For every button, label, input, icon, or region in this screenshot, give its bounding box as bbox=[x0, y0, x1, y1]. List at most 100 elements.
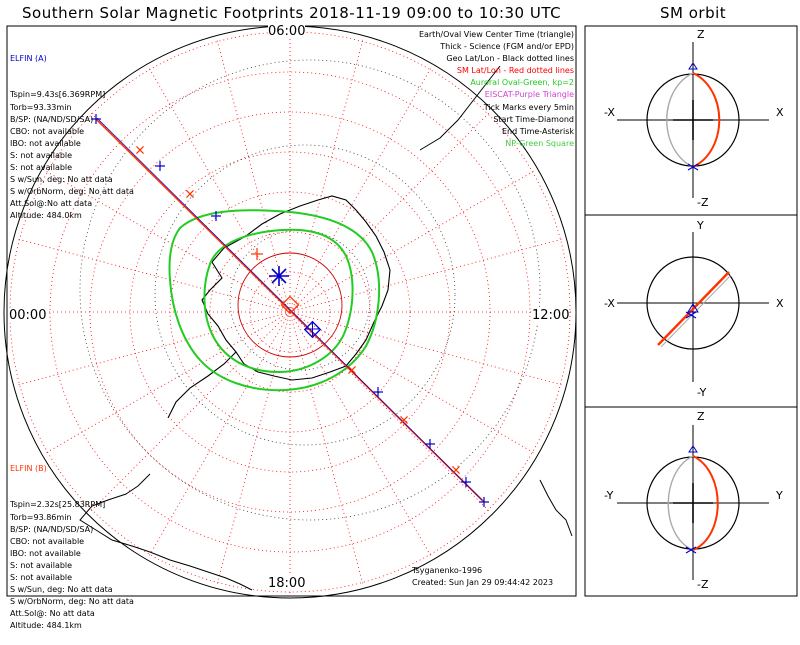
tick-mark-icon bbox=[479, 497, 489, 507]
tick-mark-icon bbox=[136, 146, 144, 154]
sm-longitude-line bbox=[289, 110, 492, 313]
orbit-trace-b bbox=[660, 274, 732, 348]
elfin-a-info-line: Torb=93.33min bbox=[10, 102, 72, 112]
elfin-a-info-line: Altitude: 484.0km bbox=[10, 211, 82, 221]
orbit-trace-b bbox=[666, 72, 694, 168]
elfin-a-info-line: B/SP: (NA/ND/SD/SA) bbox=[10, 114, 94, 124]
clock-label-bottom: 18:00 bbox=[268, 576, 306, 591]
tick-mark-icon bbox=[348, 366, 356, 374]
antarctica-coastline bbox=[201, 195, 391, 381]
tick-mark-icon bbox=[452, 466, 460, 474]
main-title: Southern Solar Magnetic Footprints 2018-… bbox=[22, 4, 562, 22]
legend-entry: Thick - Science (FGM and/or EPD) bbox=[440, 42, 574, 52]
legend: Earth/Oval View Center Time (triangle) Th… bbox=[419, 29, 574, 150]
elfin-a-info-line: CBO: not available bbox=[10, 126, 85, 136]
sm-longitude-line bbox=[216, 37, 291, 313]
sm-longitude-line bbox=[289, 238, 565, 313]
polar-map bbox=[3, 25, 577, 599]
view-triangle-icon bbox=[687, 303, 699, 313]
legend-entry: EISCAT-Purple Triangle bbox=[484, 90, 574, 100]
tick-mark-icon bbox=[461, 477, 471, 487]
orbit-1-bottom-label: -Z bbox=[697, 196, 709, 209]
orbit-trace-a bbox=[692, 72, 721, 168]
orbit-3-right-label: Y bbox=[776, 489, 783, 502]
sm-grid bbox=[6, 28, 574, 596]
legend-entry: Earth/Oval View Center Time (triangle) bbox=[418, 30, 574, 39]
africa-coastline bbox=[419, 65, 501, 151]
auroral-oval-outer bbox=[168, 209, 381, 392]
orbit-trace-b bbox=[667, 455, 694, 551]
elfin-a-info-line: Att.Sol@:No att data bbox=[10, 199, 93, 209]
tick-mark-icon bbox=[373, 387, 383, 397]
legend-entry: Auroral Oval-Green, kp=2 bbox=[470, 78, 574, 88]
orbit-frame bbox=[584, 25, 798, 597]
elfin-a-ticks bbox=[91, 114, 489, 507]
orbit-trace-a bbox=[692, 455, 719, 551]
sm-longitude-line bbox=[15, 238, 291, 313]
elfin-b-info-line: IBO: not available bbox=[10, 548, 81, 558]
end-asterisk-icon bbox=[685, 311, 697, 319]
tick-mark-icon bbox=[425, 439, 435, 449]
orbit-2-left-label: -X bbox=[604, 297, 615, 310]
start-diamond-icon bbox=[280, 295, 300, 315]
sm-longitude-line bbox=[289, 311, 433, 559]
elfin-b-info: ELFIN (B) Tspin=2.32s[25.83RPM] Torb=93.8… bbox=[10, 439, 134, 645]
orbit-3-left-label: -Y bbox=[604, 489, 614, 502]
view-triangle-icon bbox=[688, 62, 698, 70]
geo-grid bbox=[79, 59, 541, 521]
elfin-a-track bbox=[96, 117, 483, 501]
sm-latitude-circle bbox=[237, 252, 343, 358]
sm-longitude-line bbox=[43, 311, 291, 455]
tick-mark-icon bbox=[211, 211, 221, 221]
footprint-figure bbox=[3, 25, 798, 599]
elfin-b-ticks bbox=[136, 146, 460, 474]
elfin-b-info-line: Tspin=2.32s[25.83RPM] bbox=[10, 500, 106, 510]
orbit-2-top-label: Y bbox=[697, 219, 704, 232]
australia-coastline bbox=[539, 479, 573, 537]
antarctic-peninsula-coastline bbox=[167, 351, 237, 419]
orbit-1-top-label: Z bbox=[697, 28, 705, 41]
sm-longitude-line bbox=[289, 311, 364, 587]
elfin-b-info-line: S w/Sun, deg: No att data bbox=[10, 585, 113, 595]
tick-mark-icon bbox=[91, 114, 101, 124]
sm-longitude-line bbox=[15, 311, 291, 386]
elfin-b-info-line: S: not available bbox=[10, 560, 73, 570]
tick-mark-icon bbox=[186, 190, 194, 198]
elfin-b-info-line: CBO: not available bbox=[10, 536, 85, 546]
legend-entry: Tick Marks every 5min bbox=[483, 102, 574, 112]
sm-longitude-line bbox=[289, 311, 537, 455]
orbit-2-bottom-label: -Y bbox=[697, 386, 707, 399]
created-label: Created: Sun Jan 29 09:44:42 2023 bbox=[412, 578, 554, 587]
elfin-b-info-line: Att.Sol@: No att data bbox=[10, 609, 95, 619]
south-america-coastline bbox=[79, 473, 253, 591]
sm-longitude-line bbox=[216, 311, 291, 587]
end-asterisk-icon bbox=[687, 163, 699, 171]
clock-label-left: 00:00 bbox=[9, 308, 47, 323]
legend-entry: Geo Lat/Lon - Black dotted lines bbox=[446, 54, 574, 64]
sm-longitude-line bbox=[289, 37, 364, 313]
legend-entry: End Time-Asterisk bbox=[501, 126, 574, 136]
sm-longitude-line bbox=[43, 169, 291, 313]
auroral-oval-inner bbox=[203, 228, 354, 374]
orbit-3-top-label: Z bbox=[697, 410, 705, 423]
elfin-b-info-line: Altitude: 484.1km bbox=[10, 621, 82, 631]
elfin-a-info-line: S: not available bbox=[10, 163, 73, 173]
orbit-1-right-label: X bbox=[776, 106, 784, 119]
elfin-a-info-line: S w/Sun, deg: No att data bbox=[10, 175, 113, 185]
elfin-b-name: ELFIN (B) bbox=[10, 464, 47, 474]
elfin-a-info-line: Tspin=9.43s[6.369RPM] bbox=[10, 90, 106, 100]
orbit-1-left-label: -X bbox=[604, 106, 615, 119]
legend-entry: SM Lat/Lon - Red dotted lines bbox=[456, 66, 574, 76]
legend-entry: Start Time-Diamond bbox=[493, 114, 574, 124]
clock-label-right: 12:00 bbox=[532, 308, 570, 323]
elfin-a-info: ELFIN (A) Tspin=9.43s[6.369RPM] Torb=93.3… bbox=[10, 29, 134, 235]
orbit-panel-xz bbox=[617, 42, 769, 198]
start-diamond-icon bbox=[303, 320, 322, 339]
tick-mark-icon bbox=[400, 416, 408, 424]
elfin-b-info-line: S w/OrbNorm, deg: No att data bbox=[10, 597, 134, 607]
legend-entry: NP-Green Square bbox=[505, 138, 574, 148]
sm-longitude-line bbox=[289, 311, 565, 386]
sm-longitude-line bbox=[289, 65, 433, 313]
sm-longitude-line bbox=[88, 311, 291, 514]
tick-mark-icon bbox=[155, 161, 165, 171]
